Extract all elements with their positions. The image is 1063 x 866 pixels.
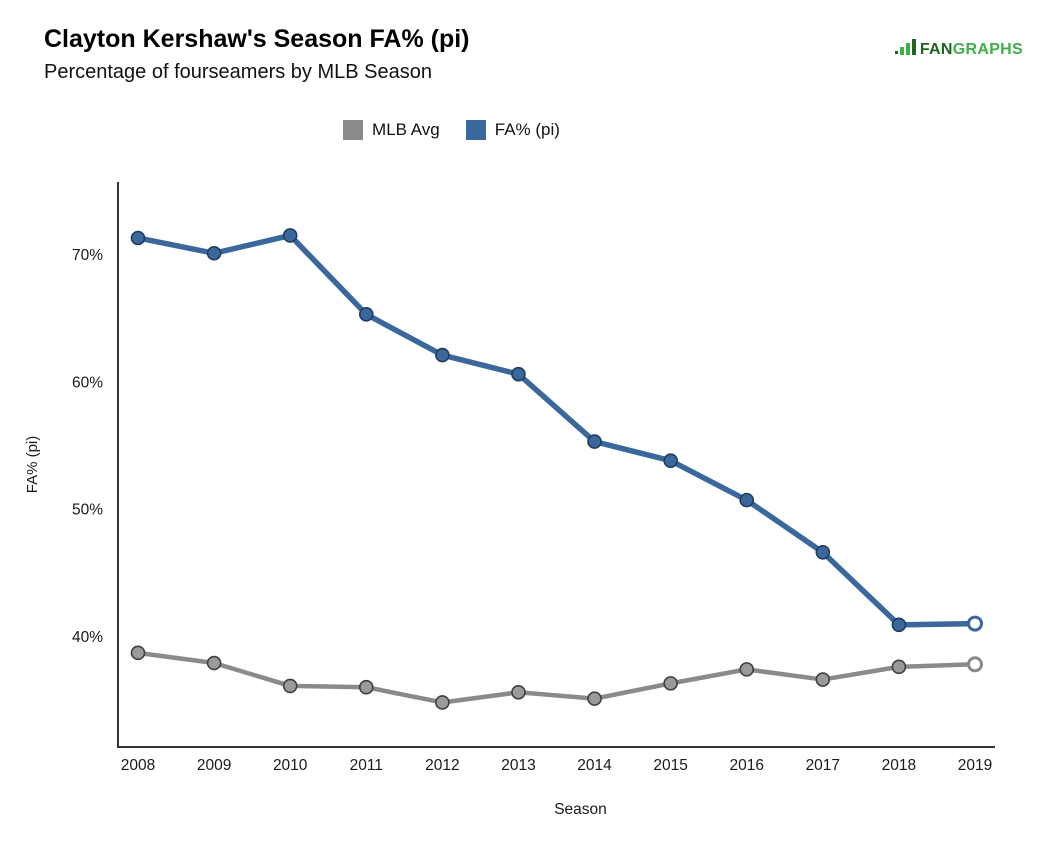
x-tick-label: 2019 xyxy=(958,757,992,774)
data-point-current-season xyxy=(967,656,983,673)
data-point xyxy=(663,453,678,468)
y-tick-label: 50% xyxy=(72,502,103,519)
y-tick-label: 40% xyxy=(72,629,103,646)
x-tick-label: 2011 xyxy=(350,757,383,774)
x-tick-label: 2014 xyxy=(577,757,612,774)
data-point xyxy=(435,695,450,710)
series-line-1 xyxy=(135,232,978,628)
data-point xyxy=(739,492,755,508)
fangraphs-bars-icon xyxy=(894,38,916,61)
data-point xyxy=(358,679,374,695)
data-point xyxy=(891,617,907,633)
page-title: Clayton Kershaw's Season FA% (pi) xyxy=(44,25,470,53)
data-point xyxy=(511,684,526,700)
data-point-current-season xyxy=(967,615,983,632)
data-point xyxy=(739,662,755,677)
x-tick-label: 2017 xyxy=(806,757,840,774)
data-point xyxy=(663,676,678,691)
data-point xyxy=(587,691,602,706)
data-point xyxy=(587,434,602,449)
data-point xyxy=(282,678,298,694)
x-axis-title: Season xyxy=(554,801,607,818)
y-axis-title: FA% (pi) xyxy=(24,436,41,494)
x-tick-label: 2018 xyxy=(882,757,916,774)
data-point xyxy=(891,659,907,675)
logo-text-secondary: GRAPHS xyxy=(952,40,1023,58)
data-point xyxy=(206,245,222,261)
data-point xyxy=(511,366,526,382)
y-tick-label: 60% xyxy=(72,374,103,391)
legend-label-mlb-avg: MLB Avg xyxy=(372,120,440,139)
legend-item-mlb-avg: MLB Avg xyxy=(343,120,440,140)
legend-swatch-fa-pct xyxy=(465,120,486,140)
x-tick-label: 2010 xyxy=(273,757,308,774)
data-point xyxy=(130,230,146,246)
data-point xyxy=(282,228,298,243)
chart-legend: MLB Avg FA% (pi) xyxy=(0,120,1063,140)
axes xyxy=(117,182,995,748)
x-tick-label: 2009 xyxy=(197,757,231,774)
fangraphs-logo-text: FANGRAPHS xyxy=(920,41,1023,59)
legend-label-fa-pct: FA% (pi) xyxy=(494,120,560,139)
x-tick-label: 2012 xyxy=(425,757,459,774)
x-tick-label: 2013 xyxy=(501,757,535,774)
data-point xyxy=(130,645,146,661)
chart-header: Clayton Kershaw's Season FA% (pi) Percen… xyxy=(44,24,470,84)
data-point xyxy=(815,672,831,687)
data-point xyxy=(435,347,450,363)
x-tick-label: 2016 xyxy=(729,757,763,774)
series-line-0 xyxy=(135,650,978,705)
legend-swatch-mlb-avg xyxy=(343,120,364,140)
data-point xyxy=(206,655,222,671)
page-subtitle: Percentage of fourseamers by MLB Season xyxy=(44,61,432,83)
data-point xyxy=(815,545,831,560)
logo-text-primary: FAN xyxy=(919,40,953,58)
x-tick-label: 2015 xyxy=(653,757,687,774)
y-tick-label: 70% xyxy=(72,247,103,264)
x-tick-label: 2008 xyxy=(121,757,155,774)
legend-item-fa-pct: FA% (pi) xyxy=(465,120,560,140)
data-point xyxy=(358,307,374,322)
fangraphs-logo: FANGRAPHS xyxy=(894,38,1023,61)
